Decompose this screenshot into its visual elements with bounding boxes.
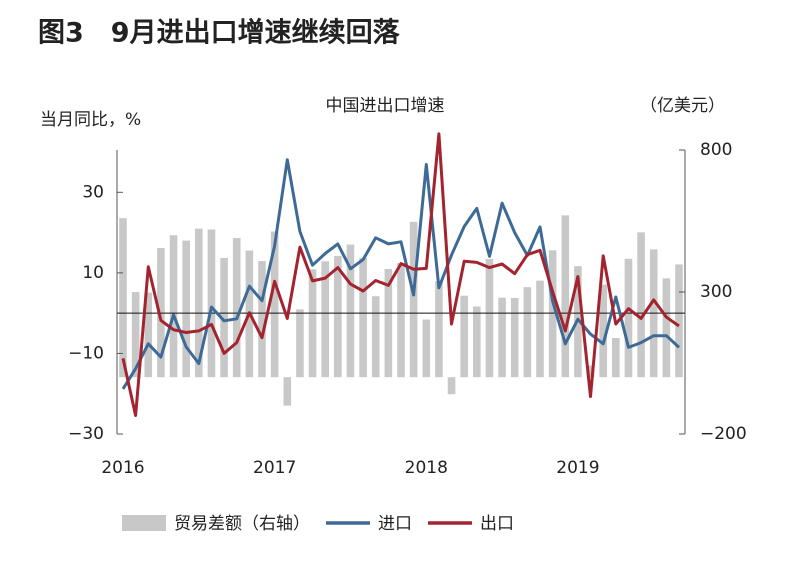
line xyxy=(121,132,680,417)
bar xyxy=(510,297,519,378)
bar xyxy=(675,264,683,378)
bar xyxy=(308,269,317,378)
bar xyxy=(157,247,165,378)
line xyxy=(121,158,681,390)
y-tick-label: −10 xyxy=(68,343,104,363)
bar xyxy=(523,287,532,378)
bar xyxy=(359,257,367,378)
bar xyxy=(207,229,216,378)
bar xyxy=(435,281,443,378)
bar xyxy=(334,255,342,378)
bar xyxy=(397,263,405,378)
bar xyxy=(624,258,633,378)
bar xyxy=(485,259,494,378)
y-tick-label: 30 xyxy=(82,182,104,202)
y-tick-label: −30 xyxy=(68,424,104,444)
bar xyxy=(131,292,140,378)
y2-tick-label: 800 xyxy=(700,140,732,160)
bar xyxy=(548,250,557,378)
bar xyxy=(232,238,241,378)
bar xyxy=(473,306,481,378)
x-tick-label: 2017 xyxy=(253,458,296,478)
bar xyxy=(612,338,620,378)
y-axis-label: 当月同比，% xyxy=(40,110,141,130)
bar xyxy=(536,280,544,378)
bar xyxy=(346,244,355,378)
legend-label: 贸易差额（右轴） xyxy=(174,514,310,534)
bar xyxy=(258,261,266,378)
legend-label: 出口 xyxy=(480,514,514,534)
x-tick-label: 2016 xyxy=(101,458,144,478)
y2-tick-label: 300 xyxy=(700,282,732,302)
bar xyxy=(195,228,203,378)
bar xyxy=(637,232,645,378)
bar xyxy=(182,240,190,378)
bar xyxy=(119,218,127,378)
bar xyxy=(296,309,304,378)
chart-subtitle: 中国进出口增速 xyxy=(326,96,445,116)
y-tick-label: 10 xyxy=(82,263,104,283)
bar xyxy=(169,235,178,378)
bar xyxy=(460,295,468,378)
legend-label: 进口 xyxy=(378,514,412,534)
legend-swatch xyxy=(122,515,166,531)
y2-tick-label: −200 xyxy=(700,424,747,444)
bar xyxy=(447,377,456,395)
bar xyxy=(144,292,153,378)
bar xyxy=(599,284,607,378)
bar xyxy=(409,221,418,378)
bar xyxy=(498,297,506,378)
bar xyxy=(220,257,228,378)
bar xyxy=(561,215,570,378)
bar xyxy=(371,296,380,378)
y2-axis-label: （亿美元） xyxy=(640,96,725,116)
bar xyxy=(662,278,671,378)
bar xyxy=(283,377,292,406)
x-tick-label: 2018 xyxy=(405,458,448,478)
bar xyxy=(422,319,431,378)
bar xyxy=(321,261,329,378)
bar xyxy=(270,231,279,378)
x-tick-label: 2019 xyxy=(556,458,599,478)
bar xyxy=(384,268,393,378)
chart-title: 图3 9月进出口增速继续回落 xyxy=(38,17,401,49)
bar xyxy=(586,365,595,378)
